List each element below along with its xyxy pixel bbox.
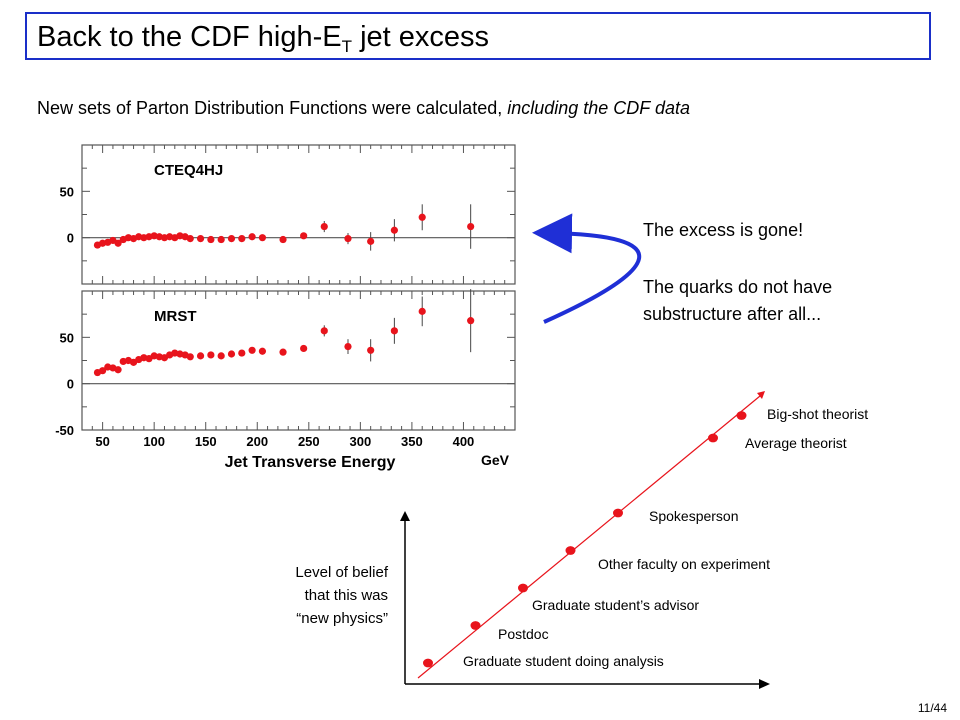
title-box: Back to the CDF high-ET jet excess	[25, 12, 931, 60]
mrst-data-point	[300, 344, 308, 353]
cteq-data-point	[279, 235, 287, 244]
mrst-xtick-label: 200	[246, 434, 268, 449]
mrst-ytick-label: 50	[60, 330, 74, 345]
mrst-data-point	[248, 346, 256, 354]
mrst-data-point	[367, 346, 375, 354]
cteq-data-point	[467, 222, 475, 231]
mrst-data-point	[344, 343, 352, 351]
mrst-data-point	[217, 352, 225, 360]
belief-ylabel-line: that this was	[305, 587, 388, 604]
message-quarks-line1: The quarks do not have	[643, 277, 833, 297]
subtitle-main: New sets of Parton Distribution Function…	[37, 98, 508, 118]
cteq-data-point	[300, 232, 308, 240]
belief-data-point	[565, 546, 576, 555]
cteq-data-point	[217, 235, 225, 244]
belief-point-label: Graduate student doing analysis	[463, 653, 664, 669]
subtitle: New sets of Parton Distribution Function…	[37, 98, 690, 119]
cteq-data-point	[186, 234, 194, 243]
belief-ylabel-line: “new physics”	[296, 610, 388, 627]
mrst-data-point	[320, 327, 328, 335]
belief-data-point	[423, 658, 433, 668]
slide-title: Back to the CDF high-ET jet excess	[37, 21, 489, 57]
belief-point-label: Average theorist	[745, 435, 847, 451]
message-quarks-line2: substructure after all...	[643, 304, 822, 324]
mrst-data-point	[418, 307, 426, 315]
mrst-data-point	[238, 349, 246, 357]
cteq-data-point	[238, 234, 246, 243]
cteq-data-point	[196, 234, 205, 243]
belief-point-label: Postdoc	[498, 626, 549, 642]
mrst-ytick-label: 0	[67, 377, 74, 392]
mrst-xtick-label: 100	[143, 434, 165, 449]
mrst-xtick-label: 300	[350, 434, 372, 449]
mrst-xlabel: Jet Transverse Energy	[225, 454, 396, 471]
mrst-data-point	[196, 352, 205, 360]
title-end: jet excess	[352, 21, 490, 53]
belief-data-point	[736, 411, 747, 420]
mrst-xtick-label: 400	[453, 434, 475, 449]
cteq-title: CTEQ4HJ	[154, 162, 223, 179]
cteq-data-point	[418, 213, 426, 221]
mrst-data-point	[279, 348, 287, 356]
belief-point-label: Other faculty on experiment	[598, 556, 770, 572]
subtitle-italic: including the CDF data	[507, 98, 690, 118]
mrst-data-point	[258, 347, 267, 355]
cteq-ytick-label: 50	[60, 184, 74, 199]
mrst-data-point	[227, 350, 236, 358]
cteq-data-point	[367, 237, 375, 245]
mrst-data-point	[390, 327, 398, 335]
belief-trend-arrowhead	[757, 391, 765, 399]
page-number: 11/44	[917, 701, 947, 715]
belief-point-label: Graduate student’s advisor	[532, 597, 699, 613]
belief-data-point	[708, 433, 718, 443]
mrst-x-unit: GeV	[481, 452, 510, 468]
belief-data-point	[518, 583, 528, 593]
cteq-data-point	[344, 234, 352, 243]
mrst-xtick-label: 250	[298, 434, 320, 449]
mrst-data-point	[467, 317, 475, 325]
cteq-data-point	[258, 234, 267, 242]
mrst-xtick-label: 50	[95, 434, 109, 449]
mrst-xtick-label: 150	[195, 434, 217, 449]
cteq-ytick-label: 0	[67, 231, 74, 246]
belief-point-label: Big-shot theorist	[767, 406, 868, 422]
cteq-data-point	[227, 234, 236, 243]
cteq-data-point	[207, 235, 215, 244]
belief-trend-line	[417, 395, 761, 679]
cteq-data-point	[390, 226, 398, 234]
mrst-ytick-label: -50	[55, 423, 74, 438]
cteq-data-point	[114, 239, 122, 247]
mrst-title: MRST	[154, 308, 197, 325]
mrst-data-point	[99, 367, 107, 375]
mrst-data-point	[186, 353, 194, 361]
belief-ylabel-line: Level of belief	[295, 564, 388, 581]
mrst-xtick-label: 350	[401, 434, 423, 449]
title-subscript: T	[341, 37, 353, 56]
message-excess-gone: The excess is gone!	[643, 220, 804, 240]
belief-data-point	[470, 621, 481, 630]
belief-point-label: Spokesperson	[649, 508, 739, 524]
belief-y-arrowhead	[400, 511, 410, 521]
cteq-data-point	[248, 233, 256, 241]
mrst-data-point	[114, 366, 122, 374]
belief-x-arrowhead	[759, 679, 770, 689]
belief-data-point	[613, 508, 623, 518]
mrst-data-point	[207, 351, 215, 359]
title-main: Back to the CDF high-E	[37, 21, 342, 53]
cteq-data-point	[320, 222, 328, 231]
